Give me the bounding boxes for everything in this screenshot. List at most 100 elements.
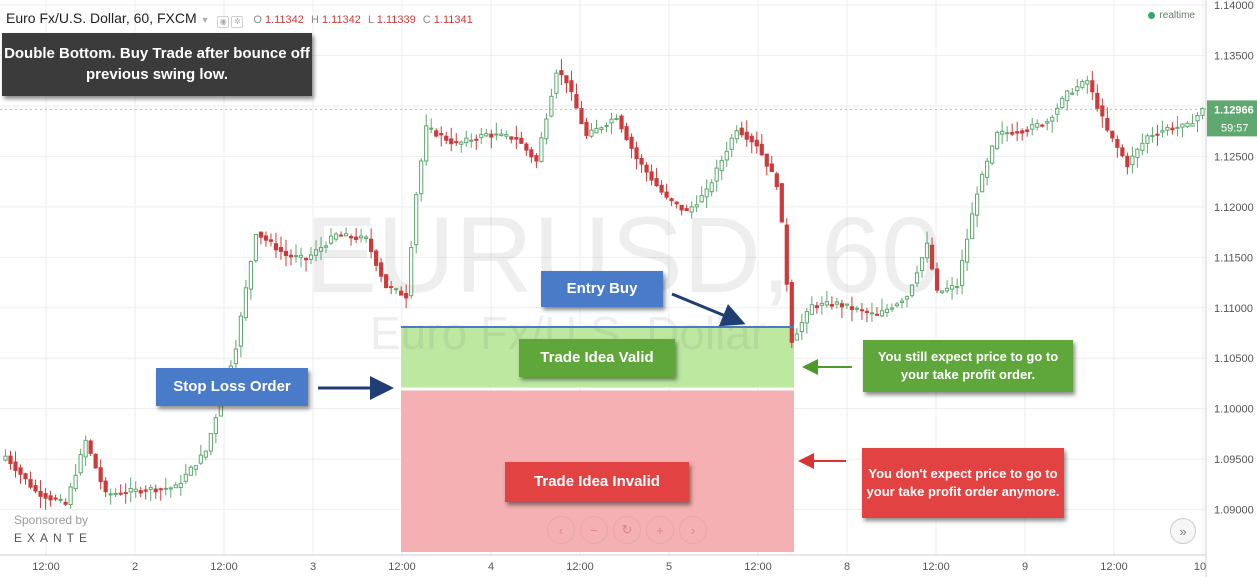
stop-loss-label: Stop Loss Order (156, 368, 308, 406)
candle-body (784, 224, 789, 285)
candle-body (929, 244, 935, 270)
candle-body (559, 70, 564, 76)
candle-body (459, 141, 464, 145)
candle-body (534, 155, 539, 162)
candle-body (924, 242, 930, 259)
candle-body (53, 497, 58, 500)
symbol-title[interactable]: Euro Fx/U.S. Dollar, 60, FXCM (6, 10, 197, 26)
candle-body (1165, 126, 1170, 131)
candle-body (364, 236, 369, 239)
candle-body (980, 173, 985, 193)
candle-body (744, 131, 749, 140)
candle-body (138, 490, 143, 494)
candle-body (163, 487, 168, 490)
candle-body (128, 487, 133, 493)
x-tick-label: 10 (1194, 561, 1206, 573)
candle-body (1065, 90, 1070, 102)
trade-invalid-label: Trade Idea Invalid (505, 462, 689, 502)
candle-body (343, 233, 349, 237)
candle-body (143, 489, 148, 492)
candle-body (3, 455, 8, 461)
green-explanation-note: You still expect price to go to your tak… (863, 340, 1073, 392)
candle-body (574, 94, 579, 109)
entry-arrow (671, 292, 746, 327)
candle-body (333, 233, 339, 240)
candle-body (474, 138, 479, 141)
entry-buy-label: Entry Buy (541, 271, 663, 307)
candle-body (509, 136, 514, 140)
candle-body (278, 247, 284, 252)
header-icons: ◉ ✲ (217, 11, 245, 28)
o-value: 1.11342 (264, 14, 304, 26)
candle-body (419, 160, 424, 195)
c-label: C (422, 14, 431, 26)
candle-body (28, 479, 33, 488)
zoom-out-icon[interactable]: − (580, 516, 608, 544)
candle-body (394, 288, 399, 291)
y-tick-label: 1.10000 (1214, 404, 1254, 416)
candle-body (975, 193, 980, 216)
candle-body (1080, 80, 1085, 88)
candle-body (1155, 133, 1160, 136)
x-tick-label: 9 (1022, 561, 1028, 573)
candle-body (409, 247, 414, 297)
candle-body (103, 480, 108, 493)
candle-body (519, 137, 524, 144)
back-icon[interactable]: ‹ (547, 516, 575, 544)
candle-body (754, 139, 759, 147)
zoom-in-icon[interactable]: + (646, 516, 674, 544)
candle-body (489, 133, 494, 138)
candle-body (965, 238, 970, 263)
candle-body (439, 133, 444, 136)
candle-body (348, 235, 354, 239)
h-label: H (310, 14, 319, 26)
x-tick-label: 12:00 (388, 561, 416, 573)
candle-body (1145, 135, 1150, 144)
reset-icon[interactable]: ↻ (613, 516, 641, 544)
y-tick-label: 1.12000 (1214, 202, 1254, 214)
candle-body (1185, 122, 1190, 128)
candle-body (769, 163, 774, 173)
candle-body (894, 303, 900, 307)
candle-body (1130, 155, 1135, 165)
candle-body (188, 466, 193, 476)
x-tick-label: 12:00 (210, 561, 238, 573)
candle-body (834, 301, 839, 305)
candle-body (33, 485, 38, 492)
candle-body (108, 493, 113, 496)
candle-body (854, 307, 860, 310)
o-label: O (253, 14, 262, 26)
candle-body (539, 137, 544, 162)
x-tick-label: 12:00 (1100, 561, 1128, 573)
chart-header: Euro Fx/U.S. Dollar, 60, FXCM ▾ ◉ ✲ O 1.1… (6, 10, 477, 28)
candle-body (38, 490, 43, 497)
candle-body (584, 121, 589, 136)
candle-body (263, 235, 269, 241)
candle-body (288, 254, 294, 258)
candle-body (579, 107, 584, 125)
candle-body (63, 501, 68, 505)
forward-icon[interactable]: › (679, 516, 707, 544)
candle-body (759, 143, 764, 156)
scroll-to-latest-icon[interactable]: » (1170, 518, 1196, 544)
candle-body (23, 473, 28, 480)
candle-body (328, 235, 334, 244)
candle-body (844, 303, 850, 306)
candle-body (1090, 80, 1095, 93)
candle-body (1030, 124, 1035, 130)
candle-body (93, 453, 98, 469)
candle-body (1000, 130, 1005, 135)
x-tick-label: 12:00 (744, 561, 772, 573)
candle-body (804, 311, 809, 324)
candle-body (734, 130, 739, 140)
sponsor-brand[interactable]: EXANTE (14, 531, 93, 545)
candle-body (429, 127, 434, 130)
eye-icon[interactable]: ◉ (217, 15, 230, 28)
candle-body (1055, 107, 1060, 115)
candle-body (414, 194, 419, 246)
settings-icon[interactable]: ✲ (231, 15, 244, 28)
candle-body (939, 290, 945, 294)
l-label: L (367, 14, 374, 26)
chevron-down-icon[interactable]: ▾ (202, 15, 208, 26)
sponsor-block[interactable]: Sponsored by EXANTE (14, 513, 92, 545)
